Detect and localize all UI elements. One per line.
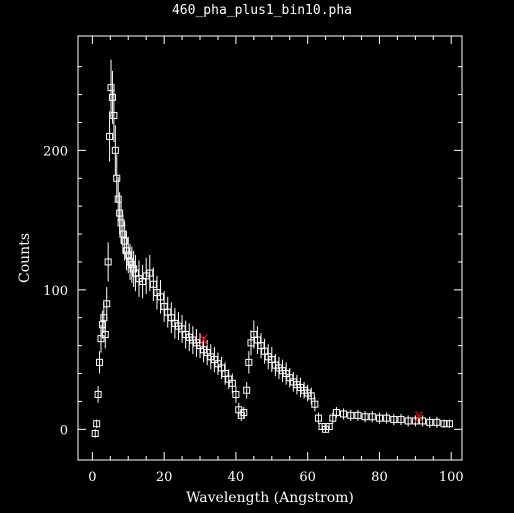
data-point xyxy=(433,418,441,426)
x-tick-label: 20 xyxy=(156,470,173,485)
data-point xyxy=(314,414,322,422)
data-point xyxy=(114,195,122,203)
data-point xyxy=(411,417,419,425)
x-tick-label: 80 xyxy=(371,470,388,485)
y-axis-label: Counts xyxy=(17,233,33,283)
data-point xyxy=(117,219,125,227)
data-point xyxy=(121,237,129,245)
data-point xyxy=(91,430,99,437)
data-point xyxy=(340,410,348,418)
data-point xyxy=(390,416,398,424)
highlight-markers: XX xyxy=(199,333,424,426)
x-axis-label: Wavelength (Angstrom) xyxy=(186,490,354,506)
data-point xyxy=(96,358,104,366)
chart-title: 460_pha_plus1_bin10.pha xyxy=(172,3,352,18)
data-point xyxy=(110,112,118,119)
x-axis: 0 20 40 60 80 100 xyxy=(88,36,464,485)
data-point xyxy=(107,84,115,92)
data-point xyxy=(286,374,294,382)
data-point xyxy=(103,300,111,308)
data-point xyxy=(153,289,161,297)
data-point xyxy=(203,349,211,357)
data-point xyxy=(307,392,315,400)
y-tick-label: 0 xyxy=(60,423,68,438)
data-point xyxy=(257,342,265,350)
data-point xyxy=(130,265,138,273)
data-point xyxy=(329,414,337,422)
data-point xyxy=(116,209,124,217)
x-tick-label: 40 xyxy=(228,470,245,485)
data-point xyxy=(93,420,101,428)
data-point xyxy=(101,330,109,338)
data-point xyxy=(397,416,405,424)
data-point xyxy=(210,356,218,364)
data-point xyxy=(97,335,105,343)
data-point xyxy=(108,93,116,101)
data-point xyxy=(250,330,258,338)
error-bars xyxy=(94,59,450,438)
data-point xyxy=(106,132,114,140)
x-tick-label: 0 xyxy=(88,470,96,485)
data-point xyxy=(104,258,112,266)
data-point xyxy=(347,411,355,419)
data-point xyxy=(311,400,319,408)
data-point xyxy=(361,413,369,421)
x-tick-label: 60 xyxy=(299,470,316,485)
data-point xyxy=(426,418,434,426)
data-point xyxy=(225,375,233,383)
data-point xyxy=(221,370,229,378)
data-point xyxy=(245,358,253,366)
data-point xyxy=(332,409,340,417)
data-point xyxy=(240,409,248,417)
data-point xyxy=(111,146,119,154)
data-point xyxy=(214,360,222,368)
data-point xyxy=(167,314,175,322)
y-tick-label: 200 xyxy=(43,144,68,159)
data-points xyxy=(91,84,453,437)
data-point xyxy=(149,280,157,288)
data-point xyxy=(282,370,290,378)
data-point xyxy=(119,230,127,238)
y-axis: 0 100 200 xyxy=(43,66,462,438)
data-point xyxy=(113,174,121,182)
data-point xyxy=(243,386,251,394)
data-point xyxy=(325,423,333,431)
y-tick-label: 100 xyxy=(43,284,68,299)
data-point xyxy=(124,251,132,259)
data-point xyxy=(196,342,204,350)
data-point xyxy=(131,269,139,277)
data-point xyxy=(98,321,106,329)
data-point xyxy=(94,390,102,398)
data-point xyxy=(445,420,453,428)
data-point xyxy=(232,390,240,398)
data-point xyxy=(419,417,427,425)
data-point xyxy=(354,411,362,419)
data-point xyxy=(383,414,391,422)
data-point xyxy=(160,303,168,311)
data-point xyxy=(164,308,172,316)
data-point xyxy=(139,277,147,285)
x-marker: X xyxy=(414,410,424,426)
data-point xyxy=(146,269,154,277)
data-point xyxy=(261,347,269,355)
data-point xyxy=(100,314,108,322)
data-point xyxy=(440,420,448,428)
data-point xyxy=(404,417,412,425)
data-point xyxy=(218,364,226,372)
data-point xyxy=(128,261,136,269)
data-point xyxy=(375,414,383,422)
data-point xyxy=(268,356,276,364)
x-marker: X xyxy=(199,333,209,349)
data-point xyxy=(228,379,236,387)
data-point xyxy=(157,293,165,301)
x-tick-label: 100 xyxy=(439,470,464,485)
data-point xyxy=(368,413,376,421)
plot-frame xyxy=(77,35,463,461)
data-point xyxy=(178,325,186,333)
data-point xyxy=(253,336,261,344)
data-point xyxy=(122,247,130,255)
